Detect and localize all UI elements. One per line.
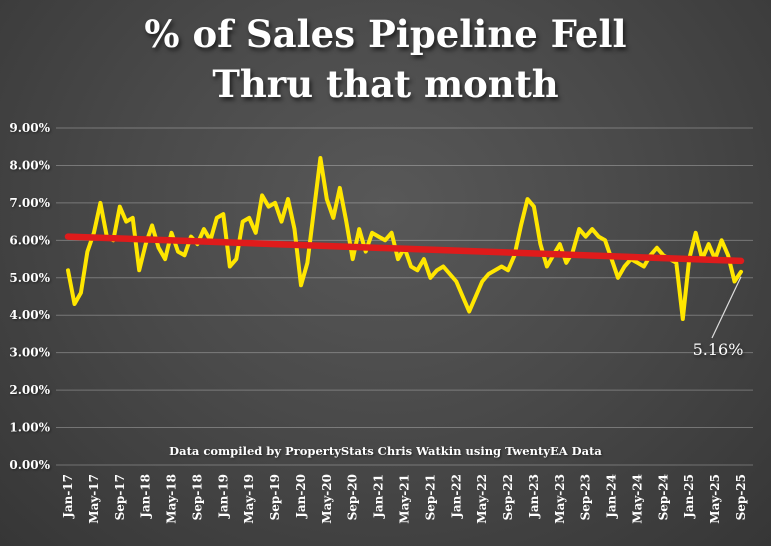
x-axis-tick-label: May-22 bbox=[475, 474, 489, 524]
x-axis-tick-label: May-20 bbox=[320, 474, 334, 524]
annotation-leader-line bbox=[711, 276, 742, 339]
x-axis-tick-label: May-21 bbox=[398, 474, 412, 524]
data-source-caption: Data compiled by PropertyStats Chris Wat… bbox=[169, 444, 602, 458]
x-axis-tick-label: Jan-25 bbox=[682, 474, 696, 519]
x-axis-tick-label: Jan-18 bbox=[139, 474, 153, 519]
x-axis-tick-label: May-17 bbox=[87, 474, 101, 524]
chart-title-line-1: % of Sales Pipeline Fell bbox=[144, 12, 627, 56]
x-axis-tick-label: Jan-23 bbox=[527, 474, 541, 519]
y-axis-tick-label: 8.00% bbox=[9, 158, 50, 172]
x-axis-tick-label: Sep-22 bbox=[501, 474, 515, 520]
y-axis-tick-label: 3.00% bbox=[9, 346, 50, 360]
x-axis-tick-label: Jan-19 bbox=[216, 474, 230, 519]
x-axis-tick-label: Sep-21 bbox=[423, 474, 437, 520]
trend-line bbox=[64, 233, 745, 265]
x-axis-tick-label: Jan-24 bbox=[605, 474, 619, 519]
y-axis-tick-label: 0.00% bbox=[9, 458, 50, 472]
x-axis-tick-label: Sep-18 bbox=[190, 474, 204, 520]
x-axis-tick-label: Sep-19 bbox=[268, 474, 282, 520]
x-axis-tick-label: Jan-22 bbox=[449, 474, 463, 519]
y-axis-tick-label: 7.00% bbox=[9, 196, 50, 210]
y-axis-tick-label: 4.00% bbox=[9, 308, 50, 322]
x-axis-tick-label: Jan-20 bbox=[294, 474, 308, 519]
y-axis-tick-label: 6.00% bbox=[9, 233, 50, 247]
y-axis-tick-label: 5.00% bbox=[9, 271, 50, 285]
last-value-annotation: 5.16% bbox=[692, 340, 744, 359]
x-axis-tick-label: Sep-17 bbox=[113, 474, 127, 520]
x-axis-tick-label: Jan-21 bbox=[372, 474, 386, 519]
y-axis-tick-label: 9.00% bbox=[9, 121, 50, 135]
x-axis-tick-label: May-24 bbox=[630, 474, 644, 524]
x-axis-tick-label: May-18 bbox=[165, 474, 179, 524]
y-axis-tick-label: 2.00% bbox=[9, 383, 50, 397]
chart-title: % of Sales Pipeline Fell Thru that month bbox=[0, 10, 771, 110]
x-axis-tick-label: Sep-23 bbox=[579, 474, 593, 520]
x-axis-tick-label: May-23 bbox=[553, 474, 567, 524]
x-axis-tick-label: Sep-24 bbox=[656, 474, 670, 520]
x-axis-tick-label: Sep-20 bbox=[346, 474, 360, 520]
x-axis-tick-label: May-25 bbox=[708, 474, 722, 524]
chart-title-line-2: Thru that month bbox=[212, 61, 559, 106]
x-axis-tick-label: Sep-25 bbox=[734, 474, 748, 520]
x-axis-tick-label: Jan-17 bbox=[61, 474, 75, 519]
y-axis-tick-label: 1.00% bbox=[9, 421, 50, 435]
x-axis-tick-label: May-19 bbox=[242, 474, 256, 524]
